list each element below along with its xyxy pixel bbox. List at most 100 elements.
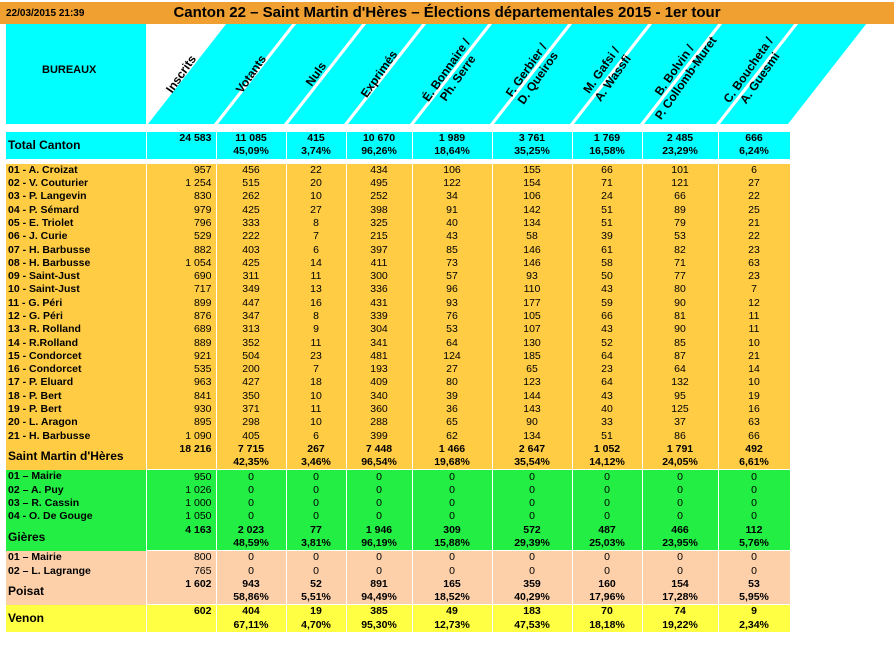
cell-value: 76	[412, 309, 493, 324]
total-row: Gières 4 163 2 023 77 1 946 309 572 487 466 112	[6, 523, 791, 551]
cell-value: 80	[412, 376, 493, 390]
cell-value: 105	[492, 309, 573, 324]
total-percent	[146, 145, 217, 160]
cell-value: 101	[642, 163, 719, 177]
bureau-name: 19 - P. Bert	[6, 402, 147, 417]
cell-value: 85	[412, 243, 493, 257]
total-name: Poisat	[6, 577, 147, 605]
total-percent: 23,29%	[642, 145, 719, 160]
cell-value: 431	[346, 296, 413, 310]
cell-value: 18	[286, 376, 347, 390]
total-percent: 35,54%	[492, 456, 573, 471]
cell-value: 0	[216, 564, 287, 578]
cell-value: 64	[572, 349, 643, 364]
cell-value: 529	[146, 230, 217, 244]
cell-value: 325	[346, 216, 413, 231]
cell-value: 0	[642, 483, 719, 498]
table-row: 07 - H. Barbusse 882 403 6 397 85 146 61 82 23	[6, 243, 791, 257]
table-row: 05 - E. Triolet 796 333 8 325 40 134 51 79 21	[6, 216, 791, 231]
cell-value: 0	[492, 510, 573, 524]
cell-value: 64	[572, 376, 643, 390]
cell-value: 22	[718, 190, 791, 204]
total-value: 487	[572, 523, 643, 537]
table-header: BUREAUX Inscrits Votants Nuls Exprimés É. Bo…	[0, 24, 894, 124]
column-header: É. Bonnaire / Ph. Serre	[414, 24, 569, 124]
total-percent: 18,18%	[572, 618, 643, 633]
cell-value: 409	[346, 376, 413, 390]
cell-value: 0	[216, 469, 287, 484]
cell-value: 16	[718, 402, 791, 417]
total-value: 49	[412, 604, 493, 619]
cell-value: 23	[286, 349, 347, 364]
total-value: 154	[642, 577, 719, 592]
cell-value: 341	[346, 336, 413, 350]
cell-value: 0	[286, 469, 347, 484]
bureau-name: 12 - G. Péri	[6, 309, 147, 324]
column-header: M. Gafsi / A. Wassfi	[574, 24, 719, 124]
total-row: Venon 602 404 19 385 49 183 70 74 9	[6, 604, 791, 633]
total-percent: 96,26%	[346, 145, 413, 160]
cell-value: 71	[642, 256, 719, 270]
total-value: 1 769	[572, 132, 643, 146]
bureau-name: 10 - Saint-Just	[6, 283, 147, 297]
total-percent: 15,88%	[412, 536, 493, 552]
cell-value: 895	[146, 416, 217, 430]
cell-value: 106	[412, 163, 493, 177]
total-row: Total Canton 24 583 11 085 415 10 670 1 989 3 …	[6, 132, 791, 160]
cell-value: 6	[286, 429, 347, 443]
table-row: 17 - P. Eluard 963 427 18 409 80 123 64 132 10	[6, 376, 791, 390]
cell-value: 411	[346, 256, 413, 270]
cell-value: 59	[572, 296, 643, 310]
total-value: 24 583	[146, 132, 217, 146]
total-value: 666	[718, 132, 791, 146]
table-row: 03 - P. Langevin 830 262 10 252 34 106 24 66 22	[6, 190, 791, 204]
cell-value: 142	[492, 203, 573, 217]
spacer-row	[6, 159, 791, 164]
cell-value: 0	[572, 564, 643, 578]
cell-value: 262	[216, 190, 287, 204]
cell-value: 93	[412, 296, 493, 310]
cell-value: 222	[216, 230, 287, 244]
cell-value: 10	[286, 416, 347, 430]
cell-value: 765	[146, 564, 217, 578]
cell-value: 425	[216, 203, 287, 217]
cell-value: 0	[718, 497, 791, 511]
total-percent: 24,05%	[642, 456, 719, 471]
cell-value: 107	[492, 323, 573, 337]
cell-value: 921	[146, 349, 217, 364]
total-percent: 2,34%	[718, 618, 791, 633]
cell-value: 800	[146, 550, 217, 565]
column-header: Inscrits	[148, 24, 293, 124]
cell-value: 0	[718, 564, 791, 578]
table-row: 19 - P. Bert 930 371 11 360 36 143 40 125 16	[6, 402, 791, 417]
total-percent: 23,95%	[642, 536, 719, 552]
cell-value: 0	[286, 483, 347, 498]
total-percent: 3,74%	[286, 145, 347, 160]
cell-value: 0	[216, 497, 287, 511]
table-row: 02 – A. Puy 1 026 0 0 0 0 0 0 0 0	[6, 483, 791, 498]
cell-value: 121	[642, 176, 719, 191]
cell-value: 0	[492, 469, 573, 484]
bureau-name: 06 - J. Curie	[6, 230, 147, 244]
cell-value: 155	[492, 163, 573, 177]
cell-value: 717	[146, 283, 217, 297]
cell-value: 106	[492, 190, 573, 204]
total-percent: 19,68%	[412, 456, 493, 471]
cell-value: 0	[346, 497, 413, 511]
column-header: Exprimés	[348, 24, 489, 124]
title-bar: 22/03/2015 21:39 Canton 22 – Saint Marti…	[0, 2, 894, 24]
cell-value: 27	[412, 363, 493, 377]
cell-value: 215	[346, 230, 413, 244]
cell-value: 53	[412, 323, 493, 337]
cell-value: 0	[572, 497, 643, 511]
total-value: 891	[346, 577, 413, 592]
cell-value: 122	[412, 176, 493, 191]
cell-value: 405	[216, 429, 287, 443]
cell-value: 889	[146, 336, 217, 350]
bureau-name: 18 - P. Bert	[6, 389, 147, 403]
total-name: Gières	[6, 523, 147, 551]
cell-value: 495	[346, 176, 413, 191]
bureau-name: 05 - E. Triolet	[6, 216, 147, 231]
total-value: 7 448	[346, 442, 413, 457]
cell-value: 352	[216, 336, 287, 350]
